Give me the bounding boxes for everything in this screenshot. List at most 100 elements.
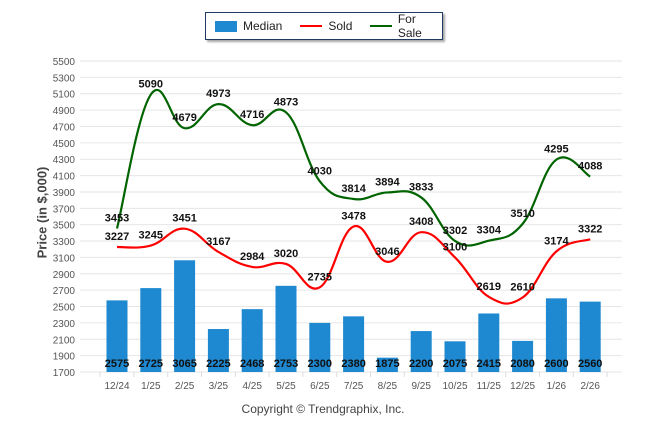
for-sale-data-label: 4295: [544, 144, 568, 156]
x-tick-label: 2/26: [580, 381, 600, 392]
y-tick-label: 3700: [53, 204, 76, 215]
y-tick-label: 4500: [53, 139, 76, 150]
legend-label: Sold: [328, 19, 353, 33]
y-tick-label: 1900: [53, 352, 76, 363]
sold-data-label: 3245: [139, 230, 163, 242]
median-data-label: 2468: [240, 358, 264, 370]
median-data-label: 2415: [477, 358, 501, 370]
for-sale-data-label: 4716: [240, 109, 264, 121]
for-sale-data-label: 4030: [308, 165, 332, 177]
median-data-label: 2080: [510, 358, 534, 370]
legend-item-sold[interactable]: Sold: [300, 19, 352, 33]
median-data-label: 2753: [274, 358, 298, 370]
median-swatch-icon: [215, 20, 237, 32]
for-sale-line-icon: [370, 25, 392, 27]
for-sale-data-label: 3510: [510, 208, 534, 220]
median-data-label: 3065: [172, 358, 196, 370]
lines: [115, 89, 591, 305]
y-tick-label: 5100: [53, 90, 76, 101]
x-tick-label: 9/25: [411, 381, 431, 392]
x-tick-label: 5/25: [276, 381, 296, 392]
for-sale-line: [115, 89, 591, 247]
legend-item-for-sale[interactable]: For Sale: [370, 12, 442, 40]
median-bar: [545, 298, 567, 372]
x-tick-label: 8/25: [378, 381, 398, 392]
data-labels: 3227 3245 3451 3167 2984 3020 2735 3478 3046 3408…: [105, 79, 603, 370]
median-bar: [309, 322, 331, 372]
median-data-label: 2380: [341, 358, 365, 370]
y-tick-label: 3100: [53, 253, 76, 264]
legend-label: For Sale: [397, 12, 422, 40]
sold-data-label: 3167: [206, 236, 230, 248]
x-axis-ticks: 12/24 1/25 2/25 3/25 4/25 5/25 6/25 7/25 8/25 9/2…: [99, 372, 608, 392]
sold-line-icon: [300, 25, 323, 27]
median-data-label: 2300: [308, 358, 332, 370]
for-sale-data-label: 3302: [443, 225, 467, 237]
median-data-label: 2575: [105, 358, 129, 370]
median-data-label: 2560: [578, 358, 602, 370]
median-data-label: 2600: [544, 358, 568, 370]
median-data-label: 2225: [206, 358, 230, 370]
median-data-label: 2200: [409, 358, 433, 370]
y-tick-label: 5500: [53, 57, 76, 68]
legend-label: Median: [243, 19, 283, 33]
median-bar: [478, 313, 500, 372]
y-tick-label: 2300: [53, 319, 76, 330]
for-sale-data-label: 4088: [578, 161, 602, 173]
for-sale-data-label: 3833: [409, 181, 433, 193]
legend: Median Sold For Sale: [205, 12, 443, 40]
sold-data-label: 3100: [443, 241, 467, 253]
y-tick-label: 4300: [53, 155, 76, 166]
for-sale-data-label: 3894: [375, 176, 400, 188]
y-tick-label: 3500: [53, 221, 76, 232]
x-tick-label: 11/25: [477, 381, 502, 392]
for-sale-data-label: 4873: [274, 96, 298, 108]
for-sale-data-label: 3304: [477, 225, 502, 237]
median-bar: [410, 331, 432, 372]
x-tick-label: 6/25: [310, 381, 330, 392]
median-data-label: 2725: [139, 358, 163, 370]
y-axis-ticks: 1700 1900 2100 2300 2500 2700 2900 3100 3300 3500…: [53, 57, 76, 379]
for-sale-data-label: 5090: [139, 79, 163, 91]
y-tick-label: 3900: [53, 188, 76, 199]
x-tick-label: 2/25: [175, 381, 195, 392]
median-bar: [376, 357, 398, 372]
y-tick-label: 4900: [53, 106, 76, 117]
sold-data-label: 2610: [510, 282, 534, 294]
y-tick-label: 4100: [53, 172, 76, 183]
sold-data-label: 2735: [308, 271, 332, 283]
sold-data-label: 2984: [240, 251, 265, 263]
copyright-text: Copyright © Trendgraphix, Inc.: [241, 402, 405, 416]
sold-data-label: 3046: [375, 246, 399, 258]
median-bar: [106, 300, 128, 372]
x-tick-label: 4/25: [242, 381, 262, 392]
y-tick-label: 4700: [53, 122, 76, 133]
y-tick-label: 2500: [53, 303, 76, 314]
median-bar: [140, 288, 162, 372]
x-tick-label: 12/24: [104, 381, 129, 392]
x-tick-label: 12/25: [510, 381, 535, 392]
sold-data-label: 3478: [341, 210, 365, 222]
median-bar: [207, 329, 229, 372]
for-sale-data-label: 3453: [105, 213, 129, 225]
median-bar: [579, 301, 601, 372]
sold-data-label: 3322: [578, 223, 602, 235]
legend-item-median[interactable]: Median: [215, 19, 282, 33]
y-tick-label: 1700: [53, 368, 76, 379]
x-tick-label: 3/25: [209, 381, 229, 392]
median-bar: [512, 340, 534, 372]
sold-data-label: 3174: [544, 235, 569, 247]
median-bar: [275, 285, 297, 372]
sold-data-label: 3227: [105, 231, 129, 243]
x-tick-label: 7/25: [344, 381, 364, 392]
median-bar: [174, 260, 196, 372]
sold-data-label: 2619: [477, 281, 501, 293]
y-tick-label: 2900: [53, 270, 76, 281]
for-sale-data-label: 3814: [341, 183, 366, 195]
y-tick-label: 5300: [53, 73, 76, 84]
x-tick-label: 1/25: [141, 381, 161, 392]
y-tick-label: 2100: [53, 335, 76, 346]
y-tick-label: 3300: [53, 237, 76, 248]
sold-data-label: 3020: [274, 248, 298, 260]
